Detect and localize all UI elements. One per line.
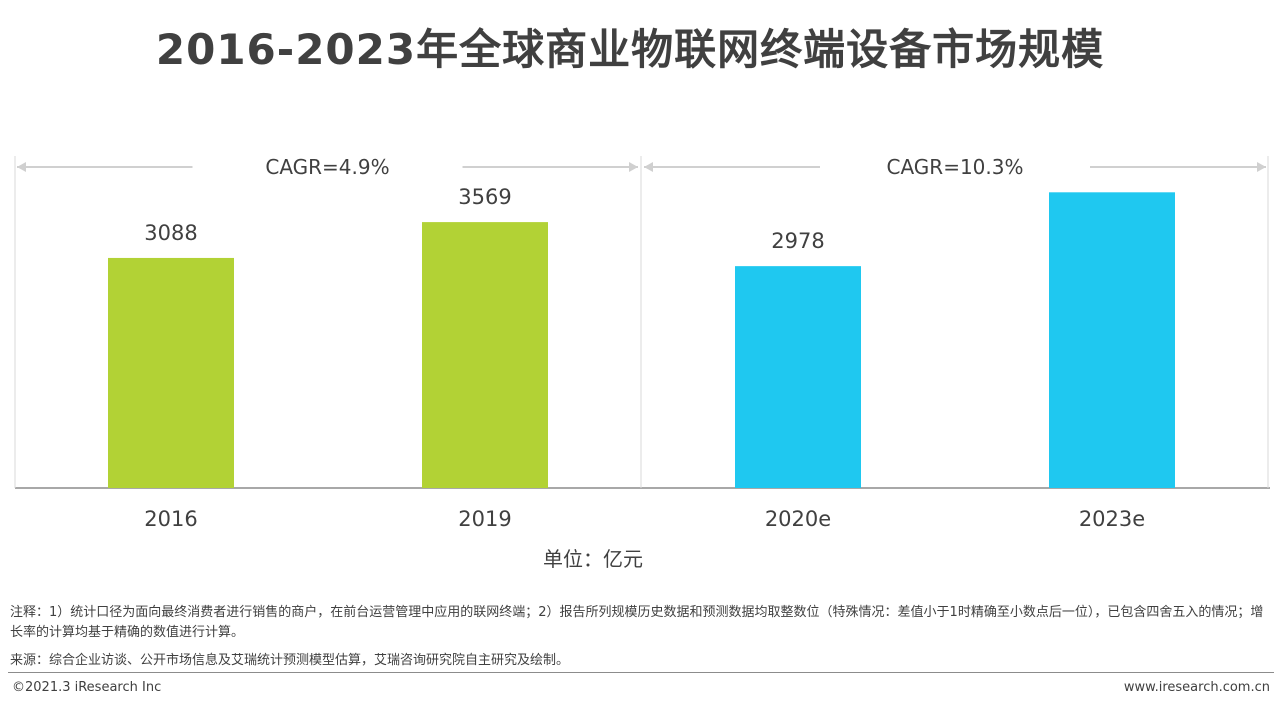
data-label-2016: 3088 [144,221,197,245]
unit-label: 单位：亿元 [543,547,643,571]
copyright: ©2021.3 iResearch Inc [12,680,162,695]
cagr-label-2: CAGR=10.3% [887,155,1024,179]
category-label-2023e: 2023e [1079,507,1145,531]
bar-2020e [735,266,861,488]
website-link[interactable]: www.iresearch.com.cn [1123,680,1270,695]
category-label-2020e: 2020e [765,507,831,531]
data-label-2019: 3569 [458,185,511,209]
bar-2019 [422,222,548,488]
chart-title: 2016-2023年全球商业物联网终端设备市场规模 [155,25,1105,74]
bar-2016 [108,257,234,488]
footer-divider [8,672,1274,673]
cagr-arrowhead-right-2 [1257,162,1266,172]
category-label-2019: 2019 [458,507,511,531]
source-note: 来源：综合企业访谈、公开市场信息及艾瑞统计预测模型估算，艾瑞咨询研究院自主研究及… [10,653,570,668]
cagr-arrowhead-left-1 [17,162,26,172]
cagr-arrowhead-right-1 [629,162,638,172]
bar-2023e [1049,192,1175,488]
cagr-label-1: CAGR=4.9% [265,155,389,179]
cagr-arrowhead-left-2 [644,162,653,172]
data-label-2020e: 2978 [771,229,824,253]
category-label-2016: 2016 [144,507,197,531]
footnote: 注释：1）统计口径为面向最终消费者进行销售的商户，在前台运营管理中应用的联网终端… [10,605,1264,640]
bar-chart: 3088 2016 3569 2019 2978 2020e 2023e 单位：亿元 CAGR=… [14,155,1270,571]
